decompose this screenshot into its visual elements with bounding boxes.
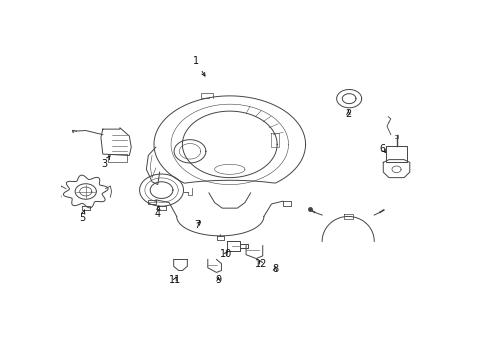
Text: 1: 1 — [192, 56, 204, 76]
Text: 7: 7 — [194, 220, 200, 230]
Text: 11: 11 — [168, 275, 181, 285]
Text: 9: 9 — [215, 275, 221, 285]
Text: 12: 12 — [255, 258, 267, 269]
Text: 2: 2 — [345, 109, 351, 119]
Text: 10: 10 — [220, 249, 232, 259]
Text: 4: 4 — [154, 206, 161, 219]
Text: 6: 6 — [379, 144, 385, 153]
Text: 8: 8 — [272, 264, 278, 274]
Text: 3: 3 — [102, 156, 110, 169]
Text: 5: 5 — [79, 210, 85, 223]
